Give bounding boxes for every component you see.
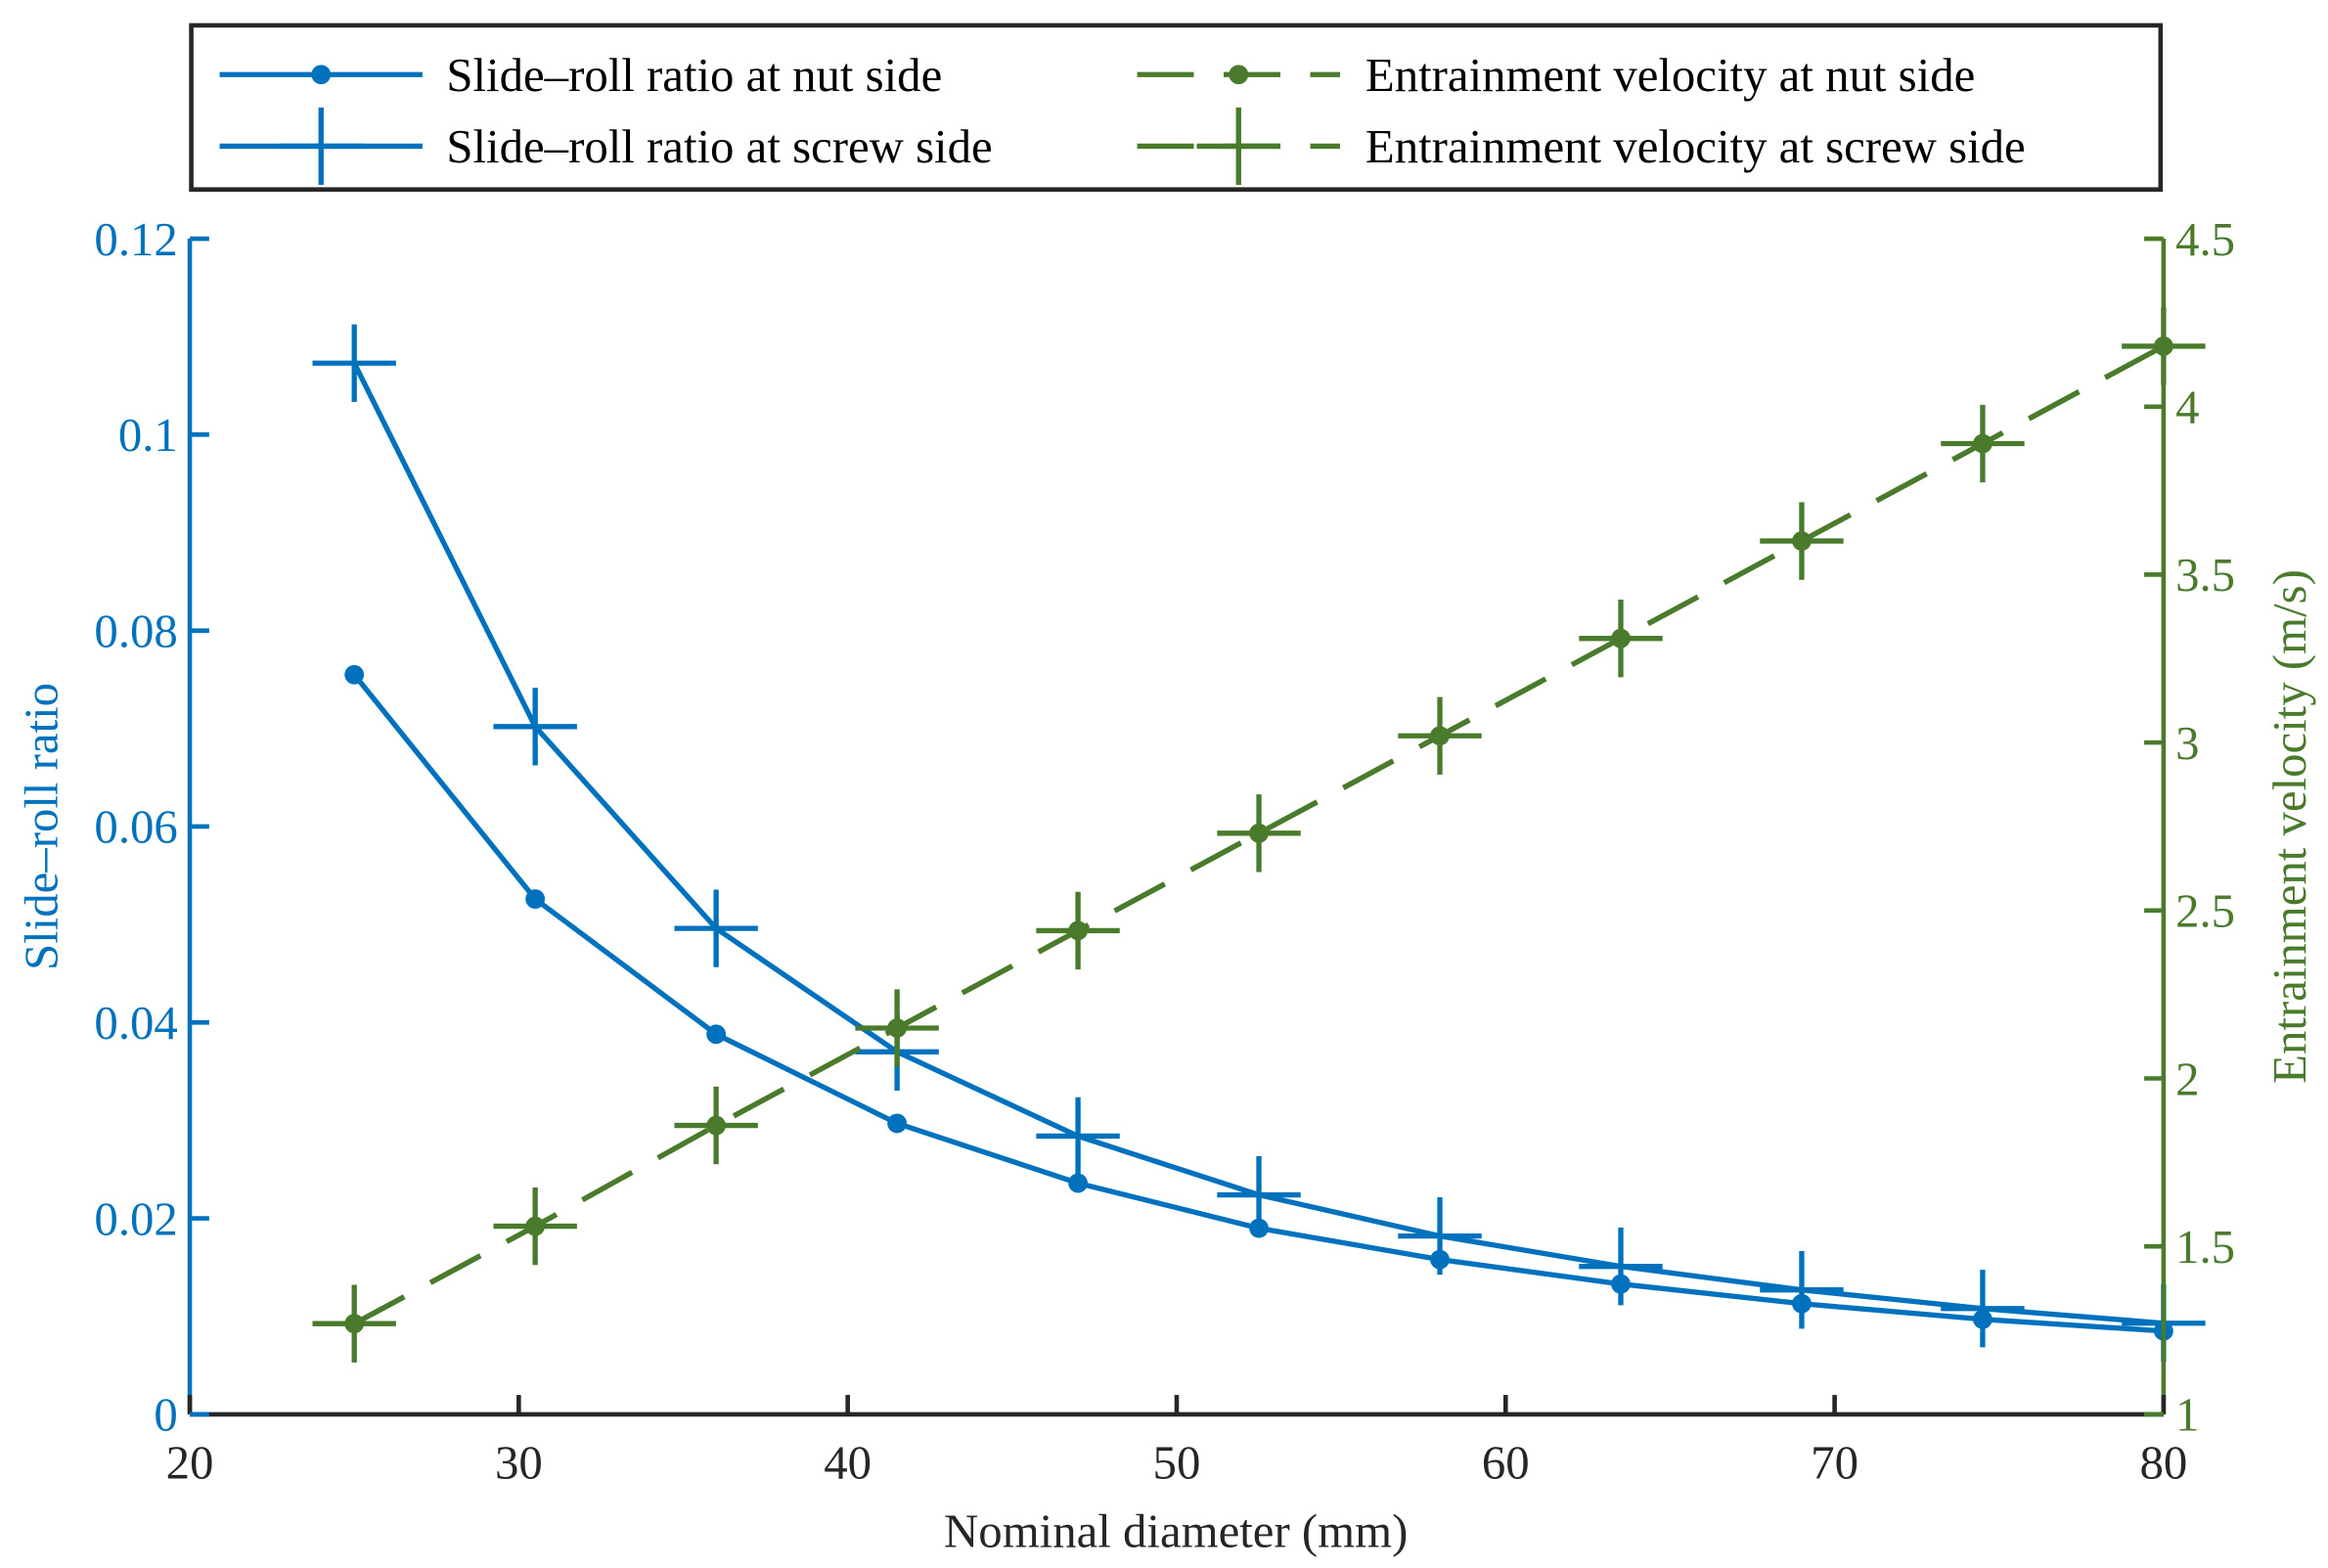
- series-0: [344, 664, 2173, 1341]
- legend-plus: [279, 107, 363, 186]
- data-point-plus: [1941, 1270, 2025, 1348]
- y-left-tick-label: 0.08: [94, 605, 177, 657]
- data-point-plus: [674, 889, 758, 967]
- y-axis-left-label: Slide–roll ratio: [15, 683, 67, 970]
- y-left-tick-label: 0.1: [118, 409, 178, 462]
- legend-label: Slide–roll ratio at nut side: [446, 49, 942, 102]
- y-right-tick-label: 1.5: [2175, 1221, 2235, 1274]
- data-point-plus: [1398, 1196, 1482, 1276]
- legend-entry: Slide–roll ratio at screw side: [219, 107, 993, 186]
- data-point-plus: [1398, 696, 1482, 775]
- data-point-plus: [1217, 794, 1301, 873]
- data-point-plus: [1036, 891, 1120, 970]
- legend-dot: [311, 65, 332, 85]
- data-point-plus: [1941, 404, 2025, 483]
- y-left-tick-label: 0.06: [94, 801, 177, 854]
- data-point-plus: [312, 1284, 396, 1363]
- y-right-tick-label: 4: [2175, 381, 2199, 434]
- data-point-plus: [1036, 1097, 1120, 1176]
- legend-entry: Entrainment velocity at screw side: [1137, 107, 2026, 186]
- legend-plus: [1196, 107, 1280, 186]
- x-tick-label: 30: [495, 1436, 543, 1489]
- y-left-tick-label: 0.12: [94, 213, 177, 266]
- legend-entry: Slide–roll ratio at nut side: [219, 49, 942, 102]
- x-axis-label: Nominal diameter (mm): [944, 1505, 1408, 1558]
- x-tick-label: 70: [1811, 1436, 1858, 1489]
- x-tick-label: 80: [2139, 1436, 2187, 1489]
- x-tick-label: 20: [166, 1436, 214, 1489]
- legend-box: [189, 22, 2164, 192]
- y-right-tick-label: 3: [2175, 717, 2199, 770]
- legend-label: Entrainment velocity at nut side: [1365, 49, 1975, 102]
- data-point-plus: [1579, 600, 1663, 678]
- legend: Slide–roll ratio at nut side Slide–roll r…: [189, 22, 2164, 192]
- x-tick-label: 50: [1153, 1436, 1201, 1489]
- data-point-plus: [674, 1086, 758, 1165]
- y-right-tick-label: 4.5: [2175, 213, 2235, 266]
- x-tick-label: 40: [824, 1436, 872, 1489]
- y-left-tick-label: 0.02: [94, 1192, 177, 1245]
- data-point-plus: [312, 324, 396, 402]
- x-tick-label: 60: [1482, 1436, 1530, 1489]
- y-right-tick-label: 2.5: [2175, 885, 2235, 938]
- data-point-dot: [1068, 1173, 1088, 1193]
- data-point-dot: [887, 1113, 908, 1134]
- legend-label: Slide–roll ratio at screw side: [446, 120, 992, 173]
- data-point-plus: [1579, 1228, 1663, 1306]
- data-point-dot: [706, 1024, 727, 1045]
- data-point-plus: [493, 1187, 577, 1266]
- y-left-tick-label: 0: [154, 1389, 177, 1442]
- data-point-plus: [493, 688, 577, 766]
- data-point-plus: [1760, 502, 1844, 580]
- y-axis-right-label: Entrainment velocity (m/s): [2263, 569, 2316, 1084]
- data-point-dot: [525, 889, 546, 909]
- legend-label: Entrainment velocity at screw side: [1365, 120, 2026, 173]
- data-point-dot: [344, 664, 365, 685]
- data-point-plus: [855, 989, 939, 1067]
- y-left-tick-label: 0.04: [94, 997, 177, 1050]
- y-right-tick-label: 3.5: [2175, 549, 2235, 602]
- y-right-tick-label: 2: [2175, 1053, 2199, 1105]
- legend-dot: [1229, 65, 1249, 85]
- data-point-plus: [1217, 1155, 1301, 1234]
- data-point-plus: [1760, 1251, 1844, 1329]
- legend-entry: Entrainment velocity at nut side: [1137, 49, 1975, 102]
- y-right-tick-label: 1: [2175, 1389, 2199, 1442]
